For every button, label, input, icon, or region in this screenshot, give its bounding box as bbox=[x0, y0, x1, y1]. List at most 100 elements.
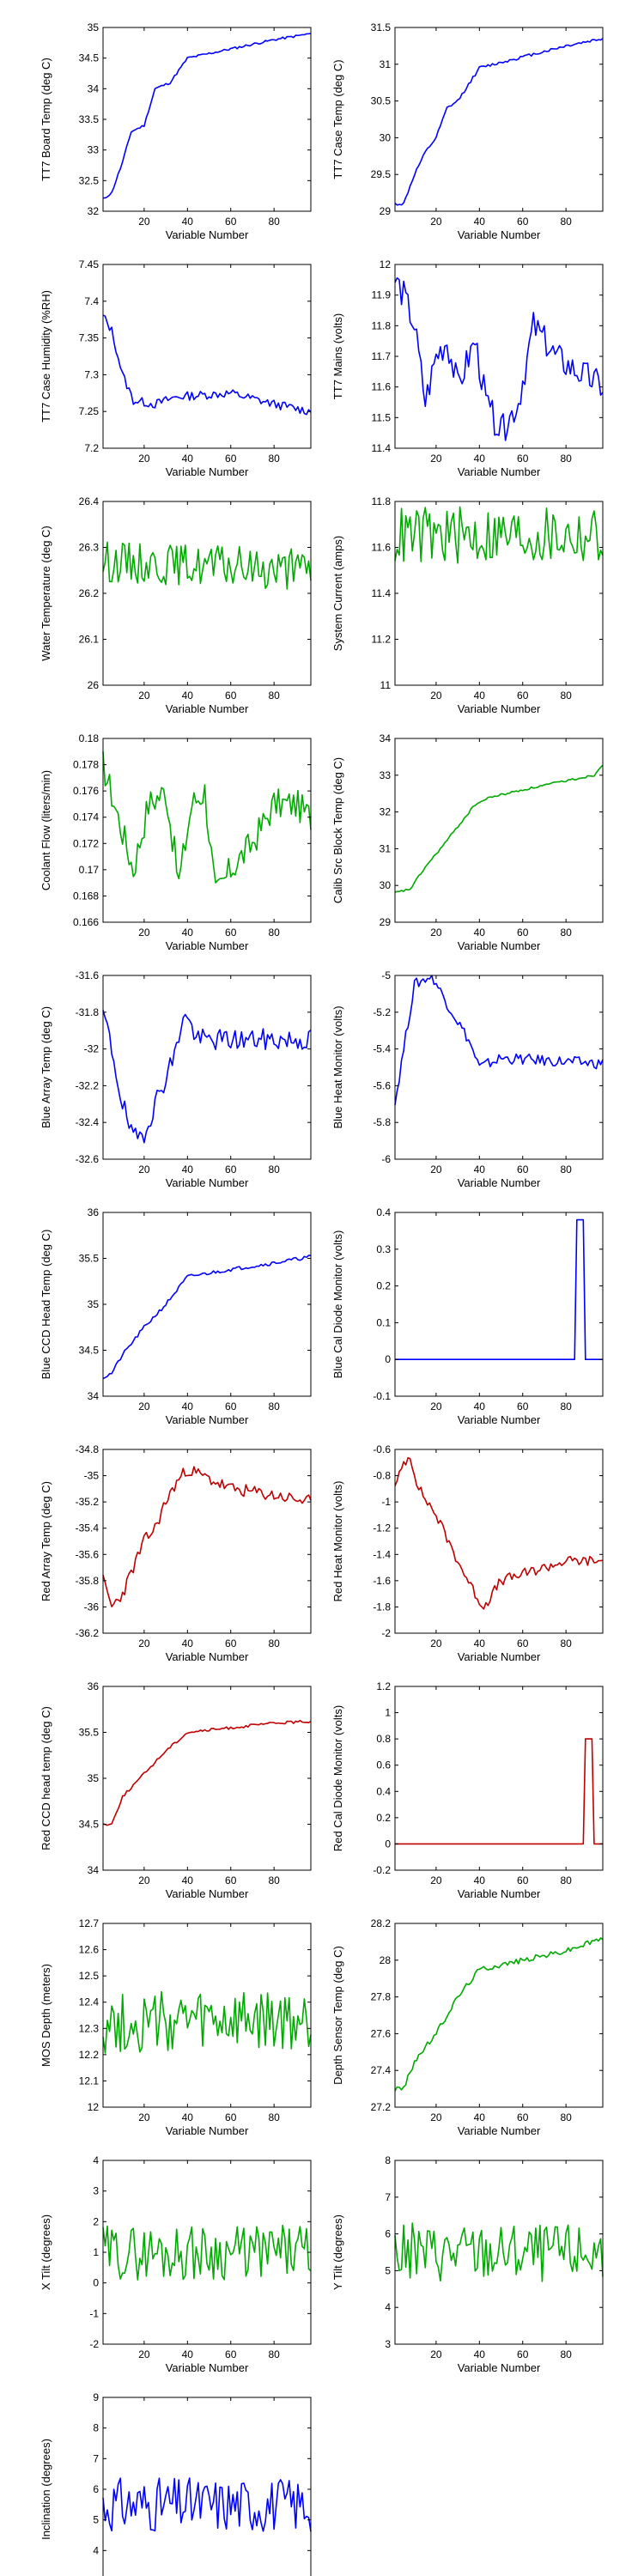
y-tick-label: 35 bbox=[88, 1298, 100, 1310]
y-axis-label: Blue CCD Head Temp (deg C) bbox=[39, 1230, 52, 1380]
subplot: 29 29.5 30 30.5 31 31.5 20 40 60 80 Variable Numbe… bbox=[331, 21, 604, 241]
series-line bbox=[394, 38, 604, 206]
y-axis-label: Water Temperature (deg C) bbox=[39, 526, 52, 661]
x-tick-label: 40 bbox=[182, 927, 194, 939]
y-tick-label: 28 bbox=[380, 1954, 392, 1966]
x-tick-label: 80 bbox=[268, 1400, 280, 1413]
subplot: 11 11.2 11.4 11.6 11.8 20 40 60 80 Variable Numbe… bbox=[331, 495, 604, 715]
y-tick-label: 33 bbox=[380, 769, 392, 781]
y-tick-label: 12 bbox=[88, 2101, 100, 2113]
y-tick-label: 0.166 bbox=[73, 916, 99, 928]
x-tick-label: 80 bbox=[268, 1163, 280, 1176]
x-tick-label: 80 bbox=[268, 2348, 280, 2360]
y-tick-label: 26 bbox=[88, 679, 100, 691]
y-tick-label: 3 bbox=[93, 2185, 99, 2197]
y-tick-label: 0.8 bbox=[376, 1733, 391, 1745]
y-tick-label: 29 bbox=[380, 205, 392, 217]
x-tick-label: 80 bbox=[560, 216, 572, 228]
x-tick-label: 60 bbox=[517, 1637, 529, 1649]
y-tick-label: 8 bbox=[93, 2422, 99, 2434]
y-tick-label: -32.4 bbox=[76, 1116, 100, 1128]
y-tick-label: 11 bbox=[380, 679, 392, 691]
x-tick-label: 20 bbox=[430, 2348, 442, 2360]
y-tick-label: 12.3 bbox=[79, 2022, 100, 2034]
y-tick-label: -2 bbox=[381, 1627, 391, 1639]
x-tick-label: 40 bbox=[474, 690, 486, 702]
axes-frame bbox=[102, 1923, 312, 2108]
y-tick-label: 0.2 bbox=[376, 1280, 391, 1292]
x-tick-label: 80 bbox=[268, 453, 280, 465]
x-axis-label: Variable Number bbox=[166, 1887, 249, 1900]
y-tick-label: 26.3 bbox=[79, 542, 100, 554]
y-tick-label: -0.8 bbox=[373, 1470, 391, 1482]
x-axis-label: Variable Number bbox=[458, 939, 541, 952]
y-axis-label: Red Heat Monitor (volts) bbox=[331, 1481, 344, 1602]
x-tick-label: 40 bbox=[474, 2111, 486, 2123]
y-tick-label: 36 bbox=[88, 1680, 100, 1692]
x-axis-label: Variable Number bbox=[166, 1650, 249, 1663]
x-tick-label: 80 bbox=[268, 1874, 280, 1886]
y-tick-label: -34.8 bbox=[76, 1443, 100, 1455]
x-tick-label: 60 bbox=[225, 690, 237, 702]
x-tick-label: 60 bbox=[225, 1637, 237, 1649]
series-line bbox=[394, 1457, 604, 1610]
y-tick-label: -35.6 bbox=[76, 1548, 100, 1560]
x-tick-label: 40 bbox=[182, 453, 194, 465]
series-line bbox=[395, 1218, 603, 1360]
x-tick-label: 20 bbox=[138, 453, 150, 465]
subplot: 34 34.5 35 35.5 36 20 40 60 80 Variable Number Red… bbox=[39, 1680, 312, 1900]
x-tick-label: 40 bbox=[474, 1163, 486, 1176]
y-axis-label: TT7 Case Humidity (%RH) bbox=[39, 290, 52, 422]
y-tick-label: -6 bbox=[381, 1153, 391, 1165]
y-tick-label: 6 bbox=[93, 2483, 99, 2495]
y-tick-label: 4 bbox=[385, 2301, 391, 2313]
y-tick-label: 11.8 bbox=[372, 319, 392, 331]
x-tick-label: 60 bbox=[225, 1163, 237, 1176]
y-tick-label: -1.8 bbox=[373, 1601, 391, 1613]
y-tick-label: -1.6 bbox=[373, 1575, 391, 1587]
x-tick-label: 60 bbox=[225, 927, 237, 939]
subplot: 11.4 11.5 11.6 11.7 11.8 11.9 12 20 40 60 80 Variab… bbox=[331, 258, 604, 478]
y-tick-label: 0.2 bbox=[376, 1812, 391, 1824]
y-tick-label: -0.6 bbox=[373, 1443, 391, 1455]
y-tick-label: -0.1 bbox=[373, 1390, 391, 1402]
y-tick-label: 11.7 bbox=[372, 350, 392, 362]
x-tick-label: 60 bbox=[517, 216, 529, 228]
x-tick-label: 60 bbox=[225, 2348, 237, 2360]
series-line bbox=[102, 314, 312, 416]
x-axis-label: Variable Number bbox=[458, 1887, 541, 1900]
x-tick-label: 80 bbox=[268, 1637, 280, 1649]
y-tick-label: 27.6 bbox=[371, 2027, 392, 2039]
series-line bbox=[395, 1738, 603, 1845]
y-tick-label: -32.6 bbox=[76, 1153, 100, 1165]
x-tick-label: 40 bbox=[474, 216, 486, 228]
x-tick-label: 20 bbox=[138, 1400, 150, 1413]
y-tick-label: -1 bbox=[381, 1496, 391, 1508]
x-tick-label: 20 bbox=[138, 1874, 150, 1886]
y-tick-label: 33 bbox=[88, 144, 100, 156]
series-line bbox=[102, 33, 312, 199]
y-axis-label: Y Tilt (degrees) bbox=[331, 2215, 344, 2290]
x-tick-label: 80 bbox=[560, 2348, 572, 2360]
x-axis-label: Variable Number bbox=[166, 465, 249, 478]
y-tick-label: 0.3 bbox=[376, 1243, 391, 1255]
y-tick-label: -5.4 bbox=[373, 1043, 391, 1055]
x-tick-label: 20 bbox=[138, 1163, 150, 1176]
subplot: -6 -5.8 -5.6 -5.4 -5.2 -5 20 40 60 80 Variable Num… bbox=[331, 969, 604, 1189]
y-tick-label: 30 bbox=[380, 879, 392, 891]
y-tick-label: 1.2 bbox=[376, 1680, 391, 1692]
x-tick-label: 40 bbox=[474, 2348, 486, 2360]
subplot: -2 -1 0 1 2 3 4 20 40 60 80 Variable Number X Tilt (… bbox=[39, 2154, 312, 2374]
y-tick-label: 34 bbox=[380, 732, 392, 744]
y-tick-label: 27.2 bbox=[371, 2101, 392, 2113]
axes-frame bbox=[394, 1923, 604, 2108]
y-tick-label: 34 bbox=[88, 1864, 100, 1876]
y-tick-label: 11.2 bbox=[372, 634, 392, 646]
y-tick-label: 9 bbox=[93, 2391, 99, 2403]
y-tick-label: 35.5 bbox=[79, 1727, 100, 1739]
axes-frame bbox=[102, 1449, 312, 1634]
axes-frame bbox=[394, 975, 604, 1160]
y-tick-label: 11.5 bbox=[372, 411, 392, 423]
y-axis-label: TT7 Board Temp (deg C) bbox=[39, 58, 52, 181]
